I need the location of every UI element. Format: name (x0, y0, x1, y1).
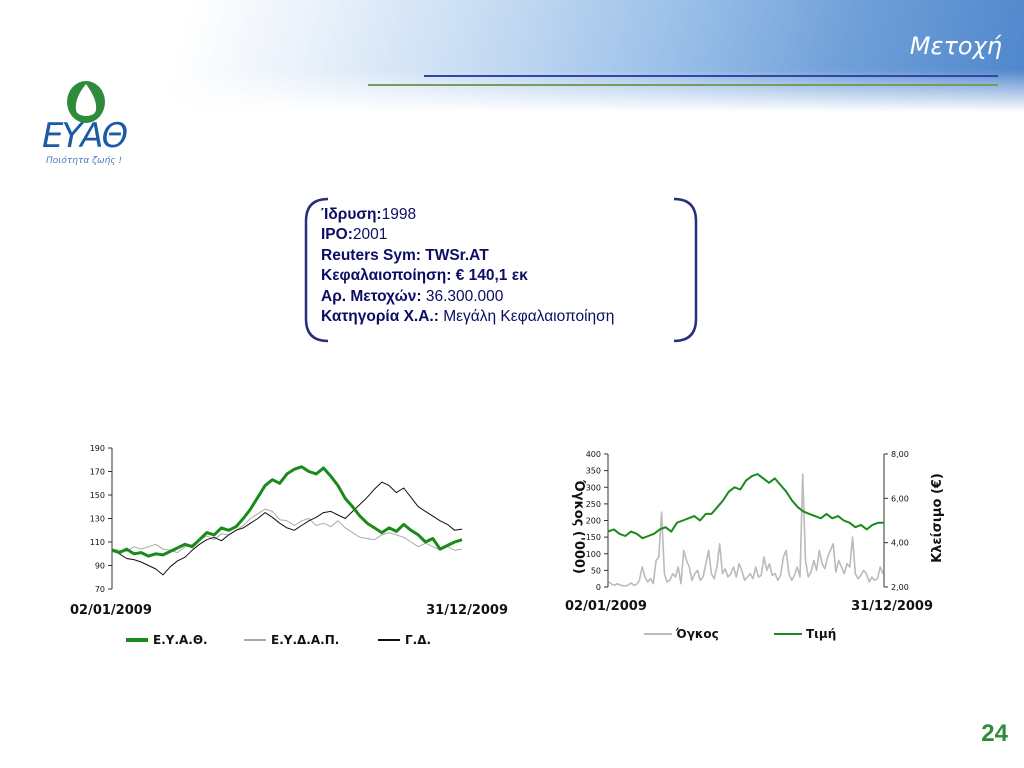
header-rule-green (368, 84, 998, 86)
header-fade (0, 70, 1024, 112)
left-x-start-label: 02/01/2009 (70, 603, 152, 618)
shares-label: Αρ. Μετοχών: (321, 287, 422, 305)
slide-title: Μετοχή (909, 32, 1002, 60)
logo-text: ΕΥΑΘ (42, 116, 128, 156)
right-y-axis-label: Κλείσιμο (€) (930, 473, 945, 563)
left-legend-label: Ε.Υ.Α.Θ. (153, 633, 208, 647)
performance-chart: 70 90 110 130 150 170 190 02/01/2009 31/12/200… (70, 444, 508, 647)
left-legend-label: Γ.Δ. (405, 633, 431, 647)
ipo-label: IPO: (321, 226, 353, 244)
market-cap: Κεφαλαιοποίηση: € 140,1 εκ (321, 267, 528, 285)
founded-value: 1998 (381, 206, 417, 223)
logo-drop-inner (75, 84, 97, 116)
volume-tick-label: 150 (586, 533, 601, 542)
right-x-end-label: 31/12/2009 (851, 599, 933, 614)
company-info: Ίδρυση:1998 IPO:2001 Reuters Sym: TWSr.A… (321, 205, 614, 327)
right-bracket (673, 197, 698, 343)
ipo-value: 2001 (352, 226, 388, 244)
header-rule-blue (424, 75, 998, 77)
volume-series-line (608, 473, 884, 587)
logo-slogan: Ποιότητα ζωής ! (46, 156, 123, 166)
left-y-tick-label: 90 (95, 562, 105, 571)
volume-tick-label: 300 (586, 483, 601, 492)
category-label: Κατηγορία Χ.Α.: (321, 308, 439, 326)
volume-tick-label: 100 (586, 550, 601, 559)
volume-tick-label: 250 (586, 500, 601, 509)
left-y-tick-label: 70 (95, 585, 105, 594)
left-y-tick-label: 170 (90, 468, 105, 477)
volume-tick-label: 50 (591, 566, 601, 575)
price-tick-label: 4,00 (891, 539, 909, 548)
left-bracket (304, 197, 329, 343)
info-category: Κατηγορία Χ.Α.: Μεγάλη Κεφαλαιοποίηση (321, 307, 614, 327)
left-series-line-1 (111, 465, 463, 558)
volume-tick-label: 0 (596, 583, 601, 592)
right-x-start-label: 02/01/2009 (565, 599, 647, 614)
info-founded: Ίδρυση:1998 (321, 205, 614, 225)
reuters-symbol: Reuters Sym: TWSr.AT (321, 246, 489, 264)
founded-label: Ίδρυση: (321, 206, 382, 223)
volume-price-chart: 0 50 100 150 200 250 300 350 400 2,00 4,00 6,00 8,00… (565, 450, 945, 641)
price-tick-label: 2,00 (891, 583, 909, 592)
left-series-line-3 (111, 481, 463, 576)
info-shares: Αρ. Μετοχών: 36.300.000 (321, 287, 614, 307)
info-box-brackets (304, 197, 698, 343)
right-legend-label: Τιμή (806, 627, 836, 641)
price-tick-label: 8,00 (891, 450, 909, 459)
logo-drop-icon (67, 81, 105, 123)
volume-tick-label: 400 (586, 450, 601, 459)
left-y-tick-label: 130 (90, 515, 105, 524)
left-legend-label: Ε.Υ.Δ.Α.Π. (271, 633, 339, 647)
price-tick-label: 6,00 (891, 494, 909, 503)
info-cap: Κεφαλαιοποίηση: € 140,1 εκ (321, 266, 614, 286)
info-ipo: IPO:2001 (321, 225, 614, 245)
volume-tick-label: 350 (586, 467, 601, 476)
left-y-tick-label: 150 (90, 491, 105, 500)
left-y-tick-label: 110 (90, 538, 105, 547)
page-number: 24 (981, 720, 1008, 747)
info-reuters: Reuters Sym: TWSr.AT (321, 246, 614, 266)
left-y-tick-label: 190 (90, 444, 105, 453)
price-series-line (607, 473, 884, 540)
left-x-end-label: 31/12/2009 (426, 603, 508, 618)
left-y-axis-label: Όγκος ('000) (571, 479, 586, 574)
shares-value: 36.300.000 (425, 287, 504, 305)
category-value: Μεγάλη Κεφαλαιοποίηση (443, 308, 615, 326)
right-legend-label: Όγκος (675, 627, 719, 641)
volume-tick-label: 200 (586, 517, 601, 526)
